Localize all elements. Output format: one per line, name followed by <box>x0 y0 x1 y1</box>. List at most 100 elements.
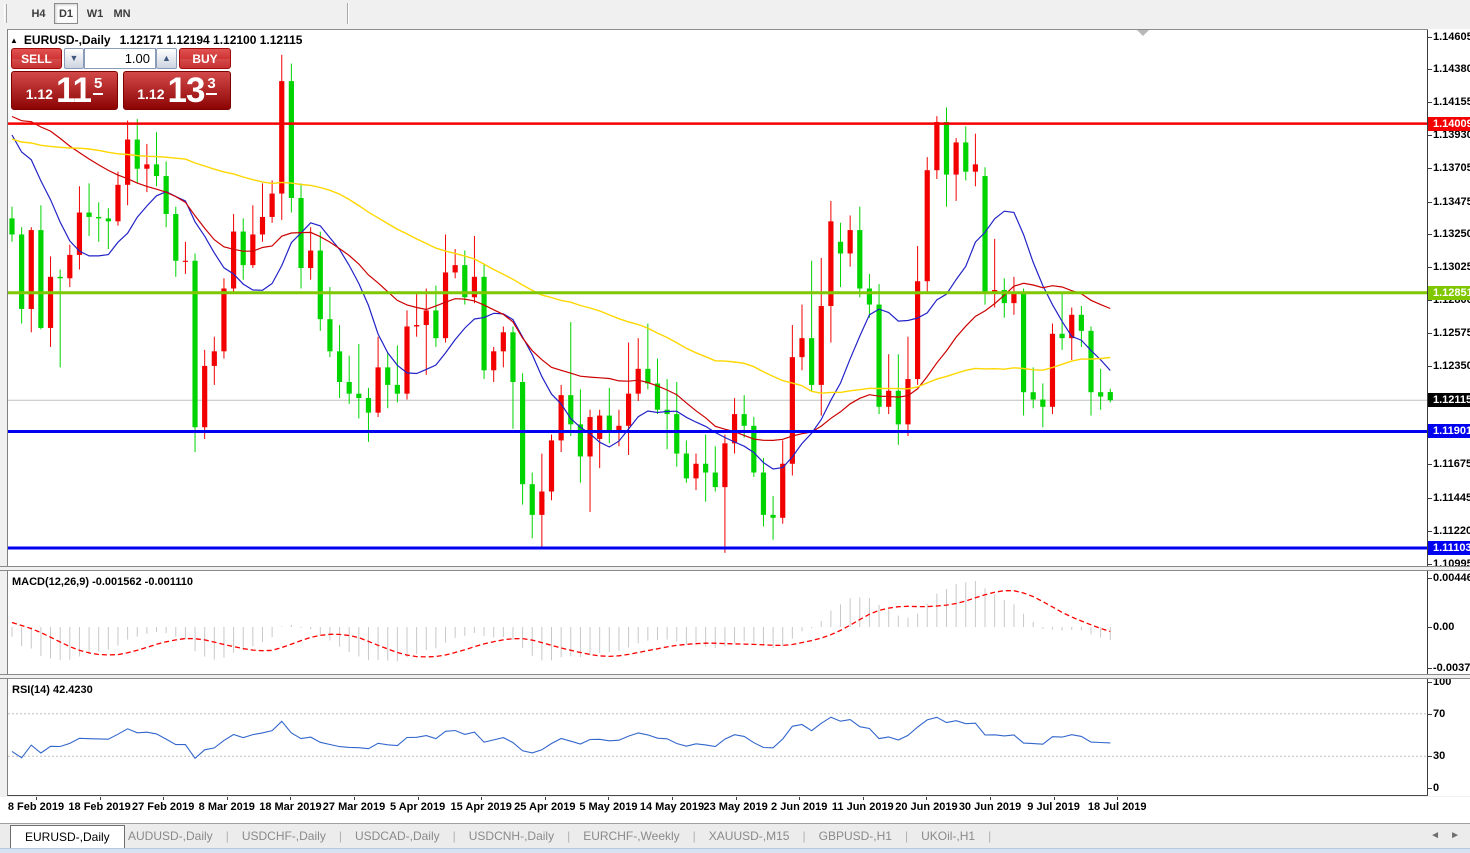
tab-separator: | <box>802 829 806 843</box>
timeframe-button-mn[interactable]: MN <box>113 8 131 20</box>
macd-tick <box>1428 627 1432 628</box>
timeframe-button-h4[interactable]: H4 <box>31 8 46 20</box>
date-label: 30 Jun 2019 <box>958 801 1022 813</box>
chart-tab[interactable]: USDCNH-,Daily <box>468 829 555 843</box>
ma-25-line <box>11 115 1111 442</box>
chart-tab[interactable]: USDCHF-,Daily <box>241 829 326 843</box>
ma-55-line <box>11 138 1111 394</box>
date-label: 18 Feb 2019 <box>68 801 131 813</box>
date-label: 8 Mar 2019 <box>198 801 255 813</box>
time-axis[interactable]: 8 Feb 2019 18 Feb 2019 27 Feb 2019 8 Mar 20… <box>0 797 1470 823</box>
collapse-trade-panel-icon[interactable]: ▲ <box>10 36 18 45</box>
price-tick-label: 1.11675 <box>1433 458 1470 471</box>
price-tick <box>1428 36 1432 38</box>
tab-separator: | <box>452 829 456 843</box>
date-tick <box>163 797 165 800</box>
date-label: 2 Jun 2019 <box>771 801 828 813</box>
sell-button[interactable]: SELL <box>11 48 62 69</box>
date-tick <box>354 797 355 800</box>
price-tick-label: 1.11220 <box>1433 524 1470 537</box>
price-badge: 1.11901 <box>1427 424 1470 439</box>
price-chart-svg[interactable] <box>8 30 1427 795</box>
date-label: 8 Feb 2019 <box>7 801 65 813</box>
rsi-pane <box>8 713 1427 760</box>
price-tick <box>1428 300 1432 302</box>
date-tick <box>1117 797 1119 800</box>
price-tick <box>1428 563 1432 565</box>
chart-shift-marker-icon[interactable] <box>1137 30 1149 36</box>
rsi-tick-label: 70 <box>1433 707 1446 720</box>
chart-tab[interactable]: XAUUSD-,M15 <box>708 829 790 843</box>
chart-tab[interactable]: UKOil-,H1 <box>921 829 976 843</box>
macd-pane <box>11 581 1111 662</box>
date-tick <box>481 797 483 800</box>
price-tick <box>1428 333 1432 335</box>
price-tick-label: 1.13705 <box>1433 162 1470 175</box>
chart-ohlc-values: 1.12171 1.12194 1.12100 1.12115 <box>119 33 303 47</box>
buy-button[interactable]: BUY <box>179 48 231 69</box>
volume-increase-icon[interactable]: ▲ <box>156 48 177 69</box>
price-tick-label: 1.13475 <box>1433 195 1470 208</box>
price-tick-label: 1.14155 <box>1433 96 1470 109</box>
date-tick <box>99 797 101 800</box>
macd-histogram <box>11 581 1111 662</box>
chart-tab[interactable]: GBPUSD-,H1 <box>818 829 892 843</box>
tab-scroll-right-icon[interactable]: ► <box>1450 830 1460 841</box>
period-toolbar: H4 D1 W1 MN <box>0 0 1470 28</box>
macd-tick <box>1428 578 1432 579</box>
chart-tab[interactable]: EURCHF-,Weekly <box>583 829 680 843</box>
price-tick <box>1428 102 1432 104</box>
price-tick <box>1428 498 1432 500</box>
toolbar-separator <box>347 3 349 24</box>
toolbar-grip-handle[interactable] <box>4 4 7 23</box>
date-label: 9 Jul 2019 <box>1027 801 1080 813</box>
price-tick-label: 1.13250 <box>1433 228 1470 241</box>
rsi-pane-resize-handle[interactable] <box>0 674 1470 679</box>
date-tick <box>862 797 864 800</box>
date-label: 5 May 2019 <box>579 801 638 813</box>
timeframe-button-d1[interactable]: D1 <box>54 3 78 24</box>
buy-price-pip-digit: 3 <box>206 75 217 95</box>
timeframe-button-w1[interactable]: W1 <box>86 8 104 20</box>
date-tick <box>290 797 292 800</box>
price-tick-label: 1.11445 <box>1433 492 1470 505</box>
macd-tick-label: 0.004465 <box>1433 572 1470 584</box>
price-tick <box>1428 168 1432 170</box>
price-tick <box>1428 234 1432 236</box>
date-label: 14 May 2019 <box>639 801 705 813</box>
tab-separator: | <box>692 829 696 843</box>
chart-title: ▲ EURUSD-,Daily 1.12171 1.12194 1.12100 1.… <box>10 33 302 47</box>
price-tick <box>1428 365 1432 367</box>
date-tick <box>672 797 673 800</box>
price-tick <box>1428 464 1432 466</box>
price-tick-label: 1.13930 <box>1433 129 1470 142</box>
chart-tab[interactable]: USDCAD-,Daily <box>354 829 440 843</box>
tab-separator: | <box>904 829 909 843</box>
rsi-tick <box>1428 756 1432 758</box>
date-label: 18 Mar 2019 <box>259 801 322 813</box>
buy-price-panel[interactable]: 1.12 13 3 <box>123 71 231 110</box>
macd-tick-label: -0.003715 <box>1433 661 1470 674</box>
candlesticks <box>9 54 1113 553</box>
date-label: 5 Apr 2019 <box>389 801 446 813</box>
price-tick <box>1428 69 1432 71</box>
rsi-tick-label: 30 <box>1433 750 1446 763</box>
price-badge: 1.12115 <box>1427 393 1470 408</box>
chart-tab-active[interactable]: EURUSD-,Daily <box>10 825 125 849</box>
sell-price-panel[interactable]: 1.12 11 5 <box>11 71 118 110</box>
rsi-line <box>11 716 1111 760</box>
price-tick-label: 1.14380 <box>1433 63 1470 76</box>
volume-input[interactable]: 1.00 <box>84 48 156 69</box>
chart-tab[interactable]: AUDUSD-,Daily <box>128 829 213 843</box>
macd-tick-label: 0.00 <box>1433 621 1455 633</box>
volume-decrease-icon[interactable]: ▼ <box>64 48 84 69</box>
date-tick <box>226 797 228 800</box>
tab-scroll-left-icon[interactable]: ◄ <box>1430 830 1440 841</box>
tab-separator: | <box>338 829 342 843</box>
price-tick <box>1428 530 1432 532</box>
main-pane <box>8 54 1427 553</box>
price-axis[interactable]: 1.14605 1.14380 1.14155 1.13930 1.13705 1.134… <box>1427 29 1470 796</box>
rsi-tick <box>1428 682 1432 683</box>
macd-indicator-label: MACD(12,26,9) -0.001562 -0.001110 <box>12 576 194 588</box>
macd-pane-resize-handle[interactable] <box>0 566 1470 571</box>
